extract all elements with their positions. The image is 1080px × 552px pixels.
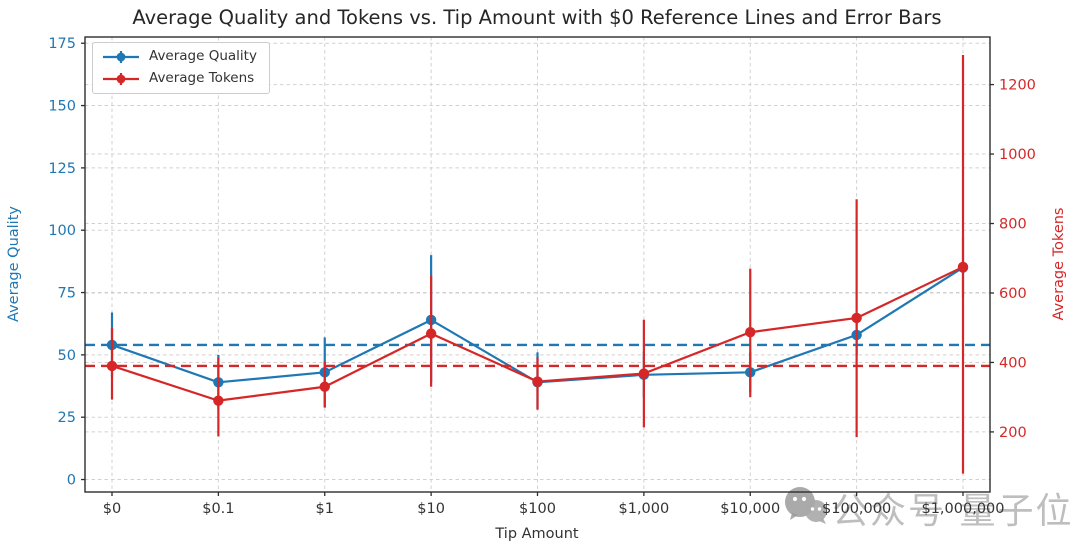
y-tick-label-right: 800 bbox=[999, 217, 1027, 233]
data-point bbox=[425, 328, 437, 339]
x-tick-label: $1,000,000 bbox=[921, 501, 1004, 517]
legend-label-quality: Average Quality bbox=[149, 48, 257, 65]
right-axis-label: Average Tokens bbox=[1051, 208, 1067, 321]
x-axis-label: Tip Amount bbox=[494, 526, 579, 542]
legend-item-quality: Average Quality bbox=[101, 49, 257, 65]
gridlines bbox=[85, 37, 990, 492]
y-tick-label-right: 600 bbox=[999, 286, 1027, 302]
y-tick-label-right: 200 bbox=[999, 425, 1027, 441]
x-tick-label: $1,000 bbox=[619, 501, 670, 517]
tokens-errorbar-glyph bbox=[103, 73, 139, 85]
tick-labels: 0 25 50 75 100 125 150 175 200 400 600 800 1000 1200 $… bbox=[48, 36, 1036, 517]
x-tick-label: $0.1 bbox=[202, 501, 234, 517]
data-point bbox=[957, 261, 969, 273]
x-tick-label: $10,000 bbox=[720, 501, 780, 517]
x-tick-label: $100 bbox=[519, 501, 556, 517]
data-point bbox=[106, 360, 118, 372]
series-average-tokens bbox=[106, 55, 969, 474]
x-tick-label: $10 bbox=[417, 501, 445, 517]
quality-errorbar-glyph bbox=[103, 51, 139, 63]
y-tick-label-left: 75 bbox=[58, 286, 76, 302]
y-tick-label-right: 1200 bbox=[999, 78, 1036, 94]
data-point bbox=[213, 395, 224, 406]
legend-item-tokens: Average Tokens bbox=[101, 71, 257, 87]
y-tick-label-left: 50 bbox=[58, 348, 76, 364]
chart-title: Average Quality and Tokens vs. Tip Amoun… bbox=[132, 6, 941, 29]
data-point bbox=[319, 381, 330, 392]
data-point bbox=[532, 376, 543, 387]
y-tick-label-left: 25 bbox=[58, 410, 76, 426]
x-tick-label: $1 bbox=[316, 501, 334, 517]
data-point bbox=[851, 312, 862, 324]
y-tick-label-right: 400 bbox=[999, 355, 1027, 371]
series-layers bbox=[85, 55, 990, 474]
y-tick-label-left: 175 bbox=[48, 36, 76, 52]
left-axis-label: Average Quality bbox=[6, 206, 22, 322]
y-tick-label-left: 125 bbox=[48, 161, 76, 177]
legend-label-tokens: Average Tokens bbox=[149, 70, 255, 87]
data-point bbox=[638, 368, 650, 379]
y-tick-label-right: 1000 bbox=[999, 147, 1036, 163]
x-tick-label: $100,000 bbox=[822, 501, 891, 517]
y-tick-label-left: 100 bbox=[48, 223, 76, 239]
y-tick-label-left: 0 bbox=[67, 473, 76, 489]
x-tick-label: $0 bbox=[103, 501, 121, 517]
y-tick-label-left: 150 bbox=[48, 99, 76, 115]
data-point bbox=[745, 327, 756, 338]
legend: Average Quality Average Tokens bbox=[92, 42, 270, 94]
